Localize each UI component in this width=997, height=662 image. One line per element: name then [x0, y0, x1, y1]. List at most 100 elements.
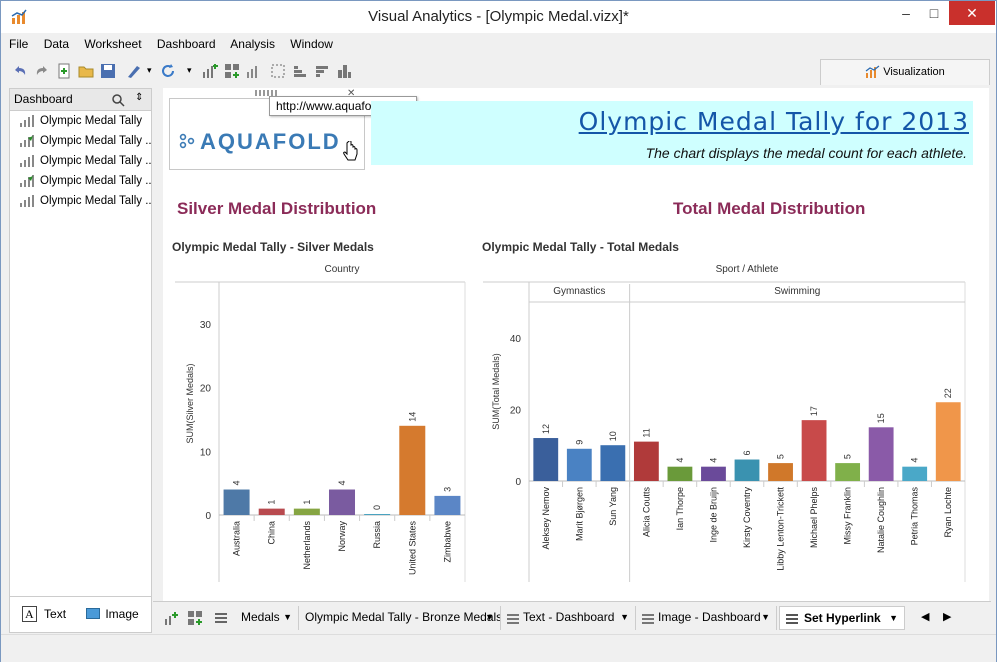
text-object-button[interactable]: A Text — [22, 606, 67, 622]
chevron-down-icon[interactable]: ▼ — [485, 612, 494, 622]
chart-type-icon[interactable] — [245, 62, 263, 80]
edit-chart-icon — [20, 175, 34, 187]
x-tick-label: Michael Phelps — [809, 487, 819, 549]
maximize-button[interactable]: □ — [929, 5, 939, 21]
bar-kirsty-coventry — [734, 459, 760, 481]
bar-russia — [364, 514, 391, 515]
menu-data[interactable]: Data — [43, 37, 70, 51]
drag-handle[interactable] — [255, 90, 277, 96]
chevron-down-icon[interactable]: ▼ — [620, 612, 629, 622]
tab-medals-label: Medals — [241, 610, 280, 624]
sidebar-item-label: Olympic Medal Tally ... — [40, 195, 151, 207]
data-label: 5 — [843, 454, 853, 459]
tab-image-dashboard-label: Image - Dashboard — [658, 610, 761, 624]
bar-michael-phelps — [801, 420, 827, 481]
tab-visualization[interactable]: Visualization — [820, 59, 990, 85]
data-label: 3 — [442, 487, 452, 492]
tab-medals[interactable]: Medals ▼ — [235, 606, 299, 630]
image-object-label: Image — [105, 607, 139, 621]
bar-ian-thorpe — [667, 466, 693, 481]
data-label: 4 — [910, 458, 920, 463]
sort-descending-icon[interactable] — [313, 62, 331, 80]
bar-netherlands — [293, 508, 320, 515]
sidebar-item-4[interactable]: Olympic Medal Tally ... — [10, 191, 151, 211]
sidebar-item-0[interactable]: Olympic Medal Tally — [10, 111, 151, 131]
chart-header: Sport / Athlete — [716, 264, 779, 275]
y-tick-label: 40 — [510, 334, 522, 345]
add-chart-icon[interactable] — [201, 62, 219, 80]
aquafold-logo: AQUAFOLD — [200, 129, 341, 154]
add-dashboard-icon[interactable] — [223, 62, 241, 80]
y-tick-label: 0 — [515, 477, 521, 488]
toolbar: ▾ ▾ — [9, 59, 809, 83]
refresh-dropdown-icon[interactable]: ▾ — [187, 65, 192, 75]
select-icon[interactable] — [269, 62, 287, 80]
swap-axes-icon[interactable] — [335, 62, 353, 80]
x-tick-label: Sun Yang — [608, 487, 618, 526]
tab-visualization-label: Visualization — [883, 66, 945, 78]
visualization-icon — [865, 65, 880, 78]
chart-title-silver: Olympic Medal Tally - Silver Medals — [172, 240, 374, 254]
status-bar — [1, 634, 996, 662]
save-icon[interactable] — [99, 62, 117, 80]
tab-set-hyperlink[interactable]: Set Hyperlink ▼ — [779, 606, 905, 630]
refresh-icon[interactable] — [159, 62, 177, 80]
open-folder-icon[interactable] — [77, 62, 95, 80]
sidebar-item-label: Olympic Medal Tally ... — [40, 135, 151, 147]
close-object-icon[interactable]: ✕ — [347, 88, 356, 99]
data-label: 1 — [267, 500, 277, 505]
new-dashboard-icon[interactable] — [187, 610, 203, 626]
menu-dashboard[interactable]: Dashboard — [156, 37, 216, 51]
new-file-icon[interactable] — [55, 62, 73, 80]
y-axis-label: SUM(Silver Medals) — [185, 363, 195, 443]
x-tick-label: Alicia Coutts — [641, 487, 651, 538]
sidebar-item-2[interactable]: Olympic Medal Tally ... — [10, 151, 151, 171]
chevron-down-icon[interactable]: ▼ — [761, 612, 770, 622]
x-tick-label: Marit Bjørgen — [574, 487, 584, 541]
minimize-button[interactable]: – — [902, 5, 910, 21]
data-label: 12 — [541, 424, 551, 434]
menu-analysis[interactable]: Analysis — [230, 37, 275, 51]
close-button[interactable]: ✕ — [949, 1, 995, 25]
undo-icon[interactable] — [11, 62, 29, 80]
bar-zimbabwe — [434, 495, 461, 515]
sidebar-item-label: Olympic Medal Tally ... — [40, 175, 151, 187]
menu-file[interactable]: File — [9, 37, 29, 51]
x-tick-label: Ryan Lochte — [943, 487, 953, 538]
banner-title-link[interactable]: Olympic Medal Tally for 2013 — [578, 107, 969, 136]
data-label: 6 — [742, 451, 752, 456]
brush-dropdown-icon[interactable]: ▾ — [147, 65, 152, 75]
scroll-tabs-left-icon[interactable]: ◀ — [921, 611, 930, 623]
data-label: 10 — [608, 431, 618, 441]
search-icon[interactable] — [111, 93, 125, 107]
bar-aleksey-nemov — [533, 438, 559, 481]
y-tick-label: 20 — [200, 384, 212, 395]
tab-bronze[interactable]: Olympic Medal Tally - Bronze Medals ▼ — [299, 606, 501, 630]
sidebar-item-3[interactable]: Olympic Medal Tally ... — [10, 171, 151, 191]
scroll-tabs-right-icon[interactable]: ▶ — [943, 611, 952, 623]
bar-libby-lenton-trickett — [768, 463, 793, 481]
sort-toggle-icon[interactable]: ⇕ — [135, 92, 144, 103]
data-label: 4 — [708, 458, 718, 463]
section-title-total: Total Medal Distribution — [673, 199, 866, 218]
redo-icon[interactable] — [33, 62, 51, 80]
chevron-down-icon[interactable]: ▼ — [283, 612, 292, 622]
menu-worksheet[interactable]: Worksheet — [84, 37, 142, 51]
brush-icon[interactable] — [125, 62, 143, 80]
image-object-button[interactable]: Image — [86, 607, 139, 621]
y-tick-label: 0 — [205, 511, 211, 522]
text-object-label: Text — [44, 607, 67, 621]
tab-list-icon[interactable] — [213, 610, 229, 626]
sidebar-item-1[interactable]: Olympic Medal Tally ... — [10, 131, 151, 151]
chevron-down-icon[interactable]: ▼ — [889, 613, 898, 623]
tab-image-dashboard[interactable]: Image - Dashboard ▼ — [636, 606, 777, 630]
bar-petria-thomas — [902, 466, 928, 481]
menu-window[interactable]: Window — [290, 37, 333, 51]
bar-natalie-coughlin — [868, 427, 894, 481]
new-worksheet-icon[interactable] — [163, 610, 179, 626]
data-label: 4 — [337, 480, 347, 485]
sort-ascending-icon[interactable] — [291, 62, 309, 80]
tab-text-dashboard[interactable]: Text - Dashboard ▼ — [501, 606, 636, 630]
bar-marit-bj-rgen — [566, 448, 592, 481]
